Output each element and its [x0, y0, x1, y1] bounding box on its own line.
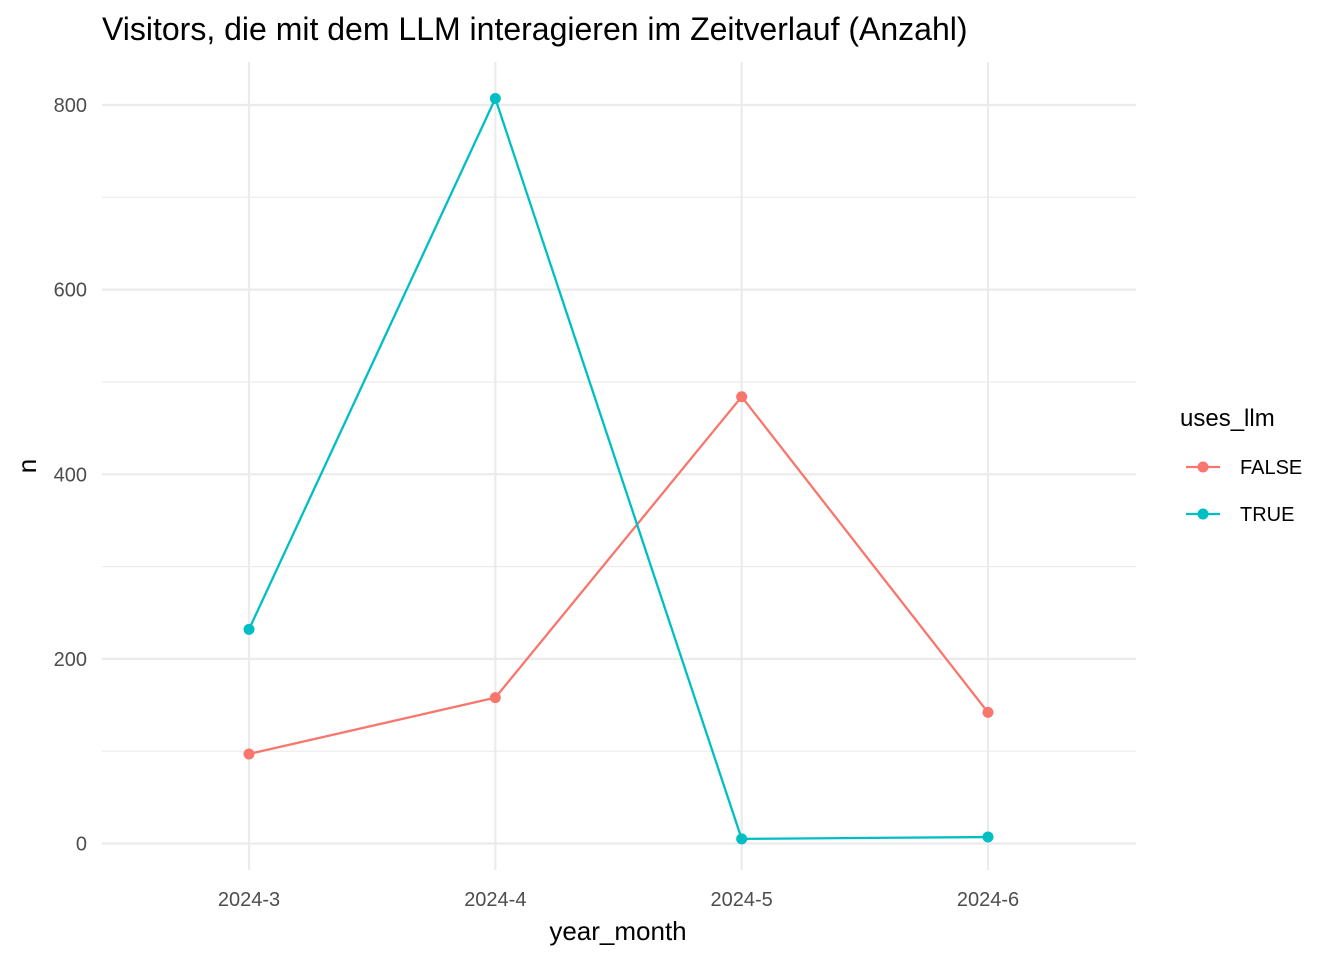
x-axis-title: year_month	[549, 916, 686, 946]
x-tick-label: 2024-4	[464, 889, 526, 911]
series-line-true	[247, 97, 988, 841]
y-tick-label: 400	[54, 464, 87, 486]
legend-key-point-true	[1197, 508, 1209, 520]
data-point-false	[243, 748, 255, 760]
x-tick-label: 2024-3	[218, 889, 280, 911]
major-gridlines	[102, 62, 1136, 870]
data-point-true	[489, 93, 501, 105]
x-tick-label: 2024-6	[957, 889, 1019, 911]
legend-items: FALSE TRUE	[1186, 457, 1302, 526]
y-axis-title: n	[12, 459, 42, 473]
series-line-false	[248, 395, 989, 756]
y-tick-label: 200	[54, 649, 87, 671]
y-tick-label: 0	[76, 834, 87, 856]
chart-title: Visitors, die mit dem LLM interagieren i…	[102, 11, 968, 47]
y-tick-label: 600	[54, 280, 87, 302]
legend-label-false: FALSE	[1240, 457, 1302, 479]
minor-gridlines	[102, 196, 1136, 752]
y-tick-label: 800	[54, 95, 87, 117]
data-point-false	[982, 706, 994, 718]
data-point-false	[489, 692, 501, 704]
plot-panel	[102, 62, 1136, 870]
data-point-true	[736, 833, 748, 845]
data-point-false	[736, 391, 748, 403]
data-point-true	[982, 831, 994, 843]
data-point-true	[243, 623, 255, 635]
series-points	[243, 93, 994, 845]
legend-title: uses_llm	[1180, 405, 1275, 432]
legend: uses_llm FALSE TRUE	[1180, 405, 1302, 526]
series-lines	[247, 97, 989, 841]
x-axis-tick-labels: 2024-3 2024-4 2024-5 2024-6	[218, 889, 1019, 911]
y-axis-tick-labels: 0 200 400 600 800	[54, 95, 87, 856]
x-tick-label: 2024-5	[711, 889, 773, 911]
legend-key-point-false	[1197, 461, 1209, 473]
legend-label-true: TRUE	[1240, 504, 1294, 526]
